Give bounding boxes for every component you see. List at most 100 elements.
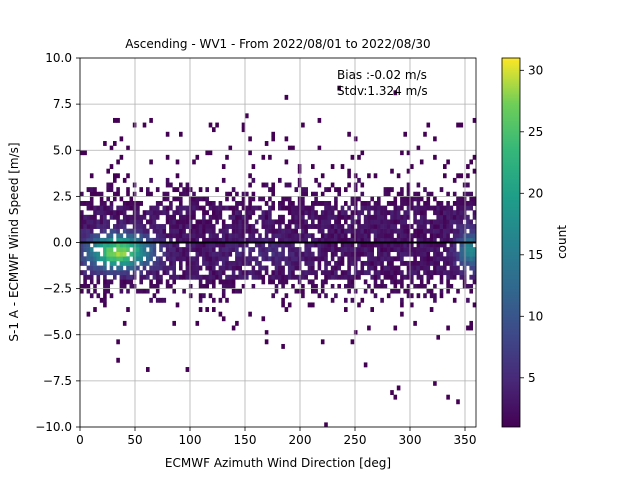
heatmap-cell: [116, 205, 120, 211]
heatmap-cell: [433, 154, 437, 160]
heatmap-cell: [195, 247, 200, 253]
heatmap-cell: [228, 214, 233, 220]
heatmap-cell: [205, 228, 209, 234]
heatmap-cell: [99, 242, 104, 248]
heatmap-cell: [179, 196, 183, 202]
heatmap-cell: [472, 256, 477, 262]
heatmap-cell: [218, 256, 223, 262]
heatmap-cell: [245, 242, 249, 248]
heatmap-cell: [195, 219, 200, 225]
heatmap-cell: [142, 251, 147, 257]
heatmap-cell: [406, 265, 411, 271]
heatmap-cell: [456, 219, 460, 225]
heatmap-cell: [357, 196, 361, 202]
heatmap-cell: [452, 274, 457, 280]
heatmap-cell: [330, 214, 335, 220]
heatmap-cell: [99, 270, 104, 276]
heatmap-cell: [301, 196, 305, 202]
heatmap-cell: [327, 224, 332, 229]
heatmap-cell: [86, 219, 91, 225]
heatmap-cell: [439, 214, 444, 220]
heatmap-cell: [429, 233, 434, 239]
heatmap-cell: [317, 214, 322, 220]
heatmap-cell: [413, 233, 417, 239]
heatmap-cell: [462, 200, 467, 206]
heatmap-cell: [126, 307, 130, 312]
heatmap-cell: [185, 242, 190, 248]
heatmap-cell: [396, 265, 401, 271]
heatmap-cell: [80, 214, 84, 220]
heatmap-cell: [297, 219, 302, 225]
heatmap-cell: [215, 122, 219, 128]
heatmap-cell: [116, 191, 120, 197]
heatmap-cell: [423, 260, 427, 266]
heatmap-cell: [188, 242, 193, 248]
heatmap-cell: [406, 274, 411, 280]
heatmap-cell: [320, 191, 325, 197]
heatmap-cell: [370, 288, 374, 294]
heatmap-cell: [446, 191, 450, 197]
heatmap-cell: [469, 325, 473, 331]
heatmap-cell: [106, 196, 110, 202]
heatmap-cell: [264, 200, 269, 206]
heatmap-cell: [400, 274, 404, 280]
heatmap-cell: [452, 247, 457, 253]
heatmap-cell: [456, 233, 460, 239]
heatmap-cell: [195, 260, 200, 266]
heatmap-cell: [278, 233, 282, 239]
heatmap-cell: [231, 219, 236, 225]
heatmap-cell: [238, 260, 242, 266]
heatmap-cell: [416, 205, 421, 211]
heatmap-cell: [185, 270, 190, 276]
heatmap-cell: [254, 260, 259, 266]
heatmap-cell: [139, 228, 143, 234]
heatmap-cell: [142, 228, 147, 234]
heatmap-cell: [370, 214, 374, 220]
heatmap-cell: [231, 196, 236, 202]
heatmap-cell: [235, 233, 239, 239]
heatmap-cell: [287, 145, 292, 151]
heatmap-cell: [202, 228, 206, 234]
heatmap-cell: [155, 256, 160, 262]
heatmap-cell: [281, 237, 285, 243]
heatmap-cell: [294, 251, 299, 257]
heatmap-cell: [307, 279, 312, 285]
heatmap-cell: [119, 233, 124, 239]
heatmap-cell: [363, 214, 368, 220]
colorbar-tick-label: 25: [528, 125, 543, 139]
heatmap-cell: [248, 251, 252, 257]
heatmap-cell: [367, 325, 371, 331]
heatmap-cell: [281, 242, 285, 248]
heatmap-cell: [324, 247, 328, 253]
heatmap-cell: [175, 187, 180, 193]
heatmap-cell: [449, 274, 454, 280]
heatmap-cell: [383, 274, 388, 280]
heatmap-cell: [466, 242, 470, 248]
heatmap-cell: [433, 228, 437, 234]
heatmap-cell: [383, 251, 388, 257]
heatmap-cell: [139, 237, 143, 243]
heatmap-cell: [261, 247, 266, 253]
heatmap-cell: [406, 182, 411, 188]
heatmap-cell: [86, 187, 91, 193]
heatmap-cell: [400, 228, 404, 234]
heatmap-cell: [241, 224, 246, 229]
heatmap-cell: [221, 316, 226, 322]
heatmap-cell: [337, 237, 341, 243]
heatmap-cell: [205, 256, 209, 262]
heatmap-cell: [436, 219, 440, 225]
heatmap-cell: [287, 233, 292, 239]
heatmap-cell: [113, 242, 117, 248]
heatmap-cell: [241, 233, 246, 239]
heatmap-cell: [367, 210, 371, 216]
heatmap-cell: [426, 279, 431, 285]
heatmap-cell: [284, 228, 289, 234]
heatmap-cell: [126, 205, 130, 211]
heatmap-cell: [159, 224, 163, 229]
heatmap-cell: [291, 247, 295, 253]
heatmap-cell: [212, 224, 216, 229]
heatmap-cell: [202, 210, 206, 216]
heatmap-cell: [109, 260, 114, 266]
heatmap-cell: [327, 274, 332, 280]
heatmap-cell: [208, 274, 213, 280]
